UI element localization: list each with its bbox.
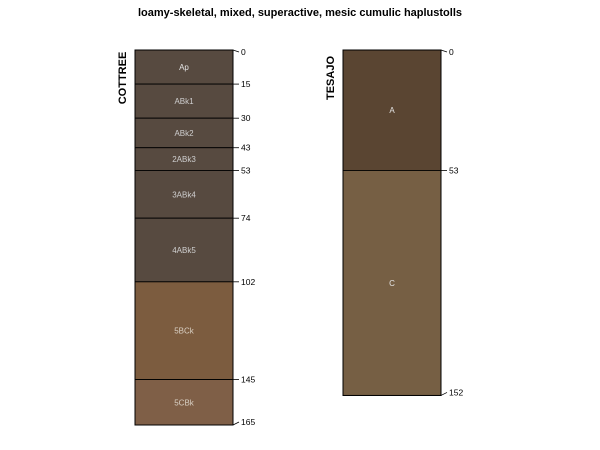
depth-label: 0 (449, 47, 454, 57)
depth-label: 43 (241, 143, 251, 153)
depth-tick (232, 421, 240, 426)
horizon-label: ABk1 (174, 97, 194, 106)
horizon-cottree-0 (134, 49, 234, 85)
depth-tick (232, 49, 240, 53)
profile-name-cottree: COTTREE (117, 52, 129, 105)
profile-cottree: Ap ABk1 ABk2 2ABk3 3ABk4 4ABk5 5BCk 5CBk COTTREE… (117, 47, 255, 427)
depth-label: 53 (449, 165, 459, 175)
depth-label: 0 (241, 47, 246, 57)
depth-label: 152 (449, 387, 463, 397)
horizon-cottree-7 (134, 379, 234, 426)
depth-label: 74 (241, 213, 251, 223)
horizon-label: 3ABk4 (172, 190, 196, 199)
depth-tick (440, 392, 448, 396)
horizon-label: 4ABk5 (172, 246, 196, 255)
profile-name-tesajo: TESAJO (325, 56, 337, 100)
horizon-label: Ap (179, 63, 189, 72)
depth-label: 30 (241, 113, 251, 123)
horizon-label: 5CBk (174, 398, 195, 407)
horizon-cottree-2 (134, 117, 234, 149)
depth-tick (440, 49, 448, 53)
horizon-label: 5BCk (174, 327, 195, 336)
horizon-tesajo-1 (342, 170, 442, 396)
plot-title: loamy-skeletal, mixed, superactive, mesi… (138, 7, 462, 19)
profiles-group: Ap ABk1 ABk2 2ABk3 3ABk4 4ABk5 5BCk 5CBk COTTREE… (117, 47, 463, 427)
depth-label: 15 (241, 79, 251, 89)
depth-label: 145 (241, 375, 255, 385)
horizon-label: ABk2 (174, 129, 194, 138)
horizon-label: C (389, 279, 395, 288)
horizon-cottree-1 (134, 83, 234, 119)
depth-label: 102 (241, 277, 255, 287)
horizon-label: A (389, 106, 395, 115)
profile-border (342, 49, 442, 396)
depth-label: 53 (241, 165, 251, 175)
profile-tesajo: A C TESAJO 0 53 152 (325, 47, 463, 397)
profile-border (134, 49, 234, 426)
depth-label: 165 (241, 417, 255, 427)
horizon-label: 2ABk3 (172, 155, 196, 164)
